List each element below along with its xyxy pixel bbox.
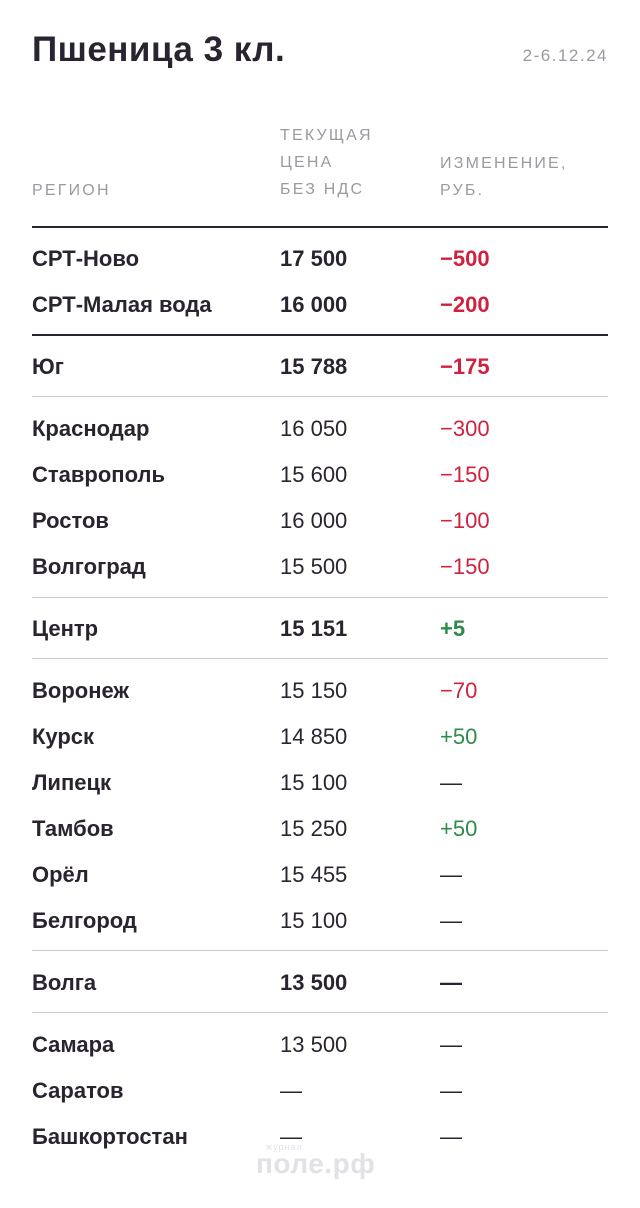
header-divider	[32, 226, 608, 228]
page-title: Пшеница 3 кл.	[32, 30, 286, 69]
row-region: Белгород	[32, 908, 137, 933]
row-region: Волгоград	[32, 554, 146, 579]
row-price: 16 050	[280, 416, 348, 441]
row-region: СРТ-Малая вода	[32, 292, 212, 317]
report-date: 2-6.12.24	[522, 46, 608, 65]
row-region: СРТ-Ново	[32, 246, 140, 271]
row-change: —	[440, 1124, 462, 1149]
row-region: Самара	[32, 1032, 115, 1057]
row-region: Орёл	[32, 862, 89, 887]
column-header-region: РЕГИОН	[32, 182, 111, 199]
table-row: Ставрополь 15 600 −150	[0, 462, 640, 492]
row-price: 15 455	[280, 862, 348, 887]
table-row: Волга 13 500 —	[0, 970, 640, 1000]
column-header-change-line: ИЗМЕНЕНИЕ,	[440, 155, 568, 172]
row-change: +50	[440, 724, 478, 749]
row-region: Липецк	[32, 770, 112, 795]
table-row: Волгоград 15 500 −150	[0, 554, 640, 584]
table-row: Самара 13 500 —	[0, 1032, 640, 1062]
section-divider	[32, 334, 608, 336]
row-change: —	[440, 908, 462, 933]
row-change: −70	[440, 678, 478, 703]
watermark-logo: журнал поле.рф	[256, 1142, 376, 1180]
row-region: Волга	[32, 970, 97, 995]
row-region: Саратов	[32, 1078, 124, 1103]
table-row: Башкортостан — —	[0, 1124, 640, 1154]
table-row: Воронеж 15 150 −70	[0, 678, 640, 708]
row-region: Ростов	[32, 508, 109, 533]
table-row: Юг 15 788 −175	[0, 354, 640, 384]
column-header-change: ИЗМЕНЕНИЕ, РУБ.	[440, 150, 600, 204]
row-price: —	[280, 1078, 302, 1103]
row-region: Центр	[32, 616, 99, 641]
row-region: Ставрополь	[32, 462, 165, 487]
table-row: Липецк 15 100 —	[0, 770, 640, 800]
row-change: −200	[440, 292, 490, 317]
row-price: 15 600	[280, 462, 348, 487]
row-price: 13 500	[280, 1032, 348, 1057]
column-header-change-line: РУБ.	[440, 182, 485, 199]
table-row: Курск 14 850 +50	[0, 724, 640, 754]
row-region: Башкортостан	[32, 1124, 188, 1149]
row-price: 16 000	[280, 508, 348, 533]
row-change: −150	[440, 554, 490, 579]
watermark-small-text: журнал	[266, 1142, 303, 1152]
row-region: Тамбов	[32, 816, 114, 841]
table-row: СРТ-Малая вода 16 000 −200	[0, 292, 640, 322]
row-price: 17 500	[280, 246, 348, 271]
column-header-price-line: ТЕКУЩАЯ	[280, 127, 373, 144]
row-price: 15 100	[280, 908, 348, 933]
table-row: Тамбов 15 250 +50	[0, 816, 640, 846]
row-change: —	[440, 862, 462, 887]
row-change: +5	[440, 616, 466, 641]
row-change: −300	[440, 416, 490, 441]
row-region: Юг	[32, 354, 64, 379]
row-price: 15 500	[280, 554, 348, 579]
row-change: —	[440, 770, 462, 795]
row-change: −100	[440, 508, 490, 533]
row-price: 14 850	[280, 724, 348, 749]
row-price: 15 250	[280, 816, 348, 841]
table-row: Центр 15 151 +5	[0, 616, 640, 646]
table-row: СРТ-Ново 17 500 −500	[0, 246, 640, 276]
row-region: Курск	[32, 724, 95, 749]
row-price: —	[280, 1124, 302, 1149]
section-divider	[32, 597, 608, 598]
column-header-price: ТЕКУЩАЯ ЦЕНА БЕЗ НДС	[280, 122, 420, 203]
table-row: Краснодар 16 050 −300	[0, 416, 640, 446]
section-divider	[32, 658, 608, 659]
watermark-main-text: поле.рф	[256, 1148, 376, 1179]
table-row: Белгород 15 100 —	[0, 908, 640, 938]
column-header-price-line: БЕЗ НДС	[280, 181, 365, 198]
table-row: Саратов — —	[0, 1078, 640, 1108]
row-change: −500	[440, 246, 490, 271]
row-price: 16 000	[280, 292, 348, 317]
section-divider	[32, 950, 608, 951]
table-row: Ростов 16 000 −100	[0, 508, 640, 538]
row-change: —	[440, 1078, 462, 1103]
row-region: Краснодар	[32, 416, 150, 441]
row-price: 15 150	[280, 678, 348, 703]
row-change: —	[440, 970, 462, 995]
row-change: +50	[440, 816, 478, 841]
row-change: −150	[440, 462, 490, 487]
row-price: 15 788	[280, 354, 348, 379]
section-divider	[32, 396, 608, 397]
row-price: 15 151	[280, 616, 348, 641]
section-divider	[32, 1012, 608, 1013]
column-header-price-line: ЦЕНА	[280, 154, 334, 171]
row-price: 13 500	[280, 970, 348, 995]
row-region: Воронеж	[32, 678, 130, 703]
row-price: 15 100	[280, 770, 348, 795]
row-change: −175	[440, 354, 490, 379]
row-change: —	[440, 1032, 462, 1057]
table-row: Орёл 15 455 —	[0, 862, 640, 892]
